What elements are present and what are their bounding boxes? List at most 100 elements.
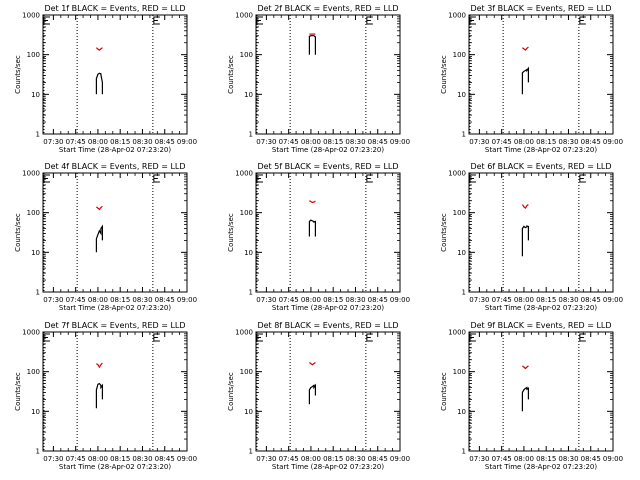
y-axis-label: Counts/sec [227, 213, 235, 252]
x-axis-label: Start Time (28-Apr-02 07:23:20) [485, 146, 597, 154]
x-tick-label: 08:00 [301, 296, 321, 304]
y-tick-label: 1 [249, 131, 253, 139]
y-tick-label: 10 [31, 91, 40, 99]
chart-panel-8: Det 8f BLACK = Events, RED = LLD 1 10 100 10… [227, 321, 410, 471]
chart-title: Det 9f BLACK = Events, RED = LLD [470, 321, 611, 330]
x-tick-label: 08:15 [110, 455, 130, 463]
plot-frame [42, 331, 188, 452]
y-tick-label: 1000 [235, 12, 253, 20]
y-tick-label: 1 [249, 289, 253, 297]
series-events-line [95, 382, 104, 409]
y-tick-label: 1 [36, 131, 40, 139]
x-tick-label: 07:45 [279, 138, 299, 146]
x-tick-label: 08:30 [345, 138, 365, 146]
chart-panel-9: Det 9f BLACK = Events, RED = LLD 1 10 100 10… [440, 321, 623, 471]
x-tick-label: 07:45 [66, 455, 86, 463]
chart-title: Det 3f BLACK = Events, RED = LLD [470, 4, 611, 13]
x-tick-label: 08:45 [368, 296, 388, 304]
x-tick-label: 08:30 [345, 296, 365, 304]
interval-bracket-marker [43, 174, 50, 183]
y-tick-label: 100 [240, 51, 253, 59]
y-axis-label: Counts/sec [14, 55, 22, 94]
x-tick-label: 07:30 [43, 455, 63, 463]
chart-title: Det 1f BLACK = Events, RED = LLD [44, 4, 185, 13]
y-tick-label: 1000 [22, 170, 40, 178]
series-lld-line [522, 46, 529, 51]
y-tick-label: 1000 [448, 12, 466, 20]
interval-bracket-marker [153, 174, 160, 183]
y-axis-label: Counts/sec [440, 55, 448, 94]
chart-title: Det 5f BLACK = Events, RED = LLD [257, 162, 398, 171]
x-tick-label: 08:15 [323, 138, 343, 146]
plot-frame [42, 14, 188, 135]
y-tick-label: 10 [31, 249, 40, 257]
chart-panel-5: Det 5f BLACK = Events, RED = LLD 1 10 100 10… [227, 162, 410, 312]
plot-frame [255, 172, 401, 293]
interval-bracket-marker [579, 16, 586, 25]
series-events-line [95, 72, 104, 95]
x-axis-label: Start Time (28-Apr-02 07:23:20) [485, 304, 597, 312]
x-tick-label: 07:45 [279, 296, 299, 304]
x-tick-label: 09:00 [390, 296, 410, 304]
y-tick-label: 100 [240, 368, 253, 376]
interval-bracket-marker [366, 16, 373, 25]
interval-bracket-marker [366, 174, 373, 183]
y-tick-label: 100 [453, 368, 466, 376]
y-tick-label: 10 [244, 91, 253, 99]
y-tick-label: 10 [457, 408, 466, 416]
series-events-line [308, 35, 316, 55]
x-tick-label: 08:00 [301, 138, 321, 146]
x-tick-label: 08:00 [514, 138, 534, 146]
y-tick-label: 1 [462, 131, 466, 139]
y-tick-label: 1000 [235, 329, 253, 337]
chart-title: Det 2f BLACK = Events, RED = LLD [257, 4, 398, 13]
x-axis-label: Start Time (28-Apr-02 07:23:20) [59, 463, 171, 471]
interval-bracket-marker [43, 16, 50, 25]
y-tick-label: 100 [453, 209, 466, 217]
x-tick-label: 08:15 [323, 455, 343, 463]
plot-frame [468, 331, 614, 452]
interval-bracket-marker [469, 333, 476, 342]
x-tick-label: 09:00 [603, 455, 623, 463]
series-events-line [521, 386, 530, 412]
x-tick-label: 07:30 [43, 296, 63, 304]
y-tick-label: 1000 [235, 170, 253, 178]
x-tick-label: 09:00 [603, 138, 623, 146]
y-tick-label: 10 [31, 408, 40, 416]
x-tick-label: 08:30 [558, 296, 578, 304]
x-tick-label: 07:45 [492, 138, 512, 146]
series-events-line [521, 66, 530, 95]
x-tick-label: 07:30 [469, 138, 489, 146]
y-axis-label: Counts/sec [227, 372, 235, 411]
y-tick-label: 1000 [22, 329, 40, 337]
x-tick-label: 08:00 [88, 138, 108, 146]
x-tick-label: 08:15 [536, 455, 556, 463]
y-axis-label: Counts/sec [227, 55, 235, 94]
y-axis-label: Counts/sec [14, 213, 22, 252]
x-tick-label: 08:45 [581, 296, 601, 304]
x-tick-label: 08:00 [88, 455, 108, 463]
interval-bracket-marker [256, 333, 263, 342]
x-tick-label: 07:30 [256, 455, 276, 463]
x-tick-label: 07:45 [492, 296, 512, 304]
x-tick-label: 07:45 [66, 296, 86, 304]
y-tick-label: 1 [462, 289, 466, 297]
chart-panel-1: Det 1f BLACK = Events, RED = LLD 1 10 100 10… [14, 4, 197, 154]
series-lld-line [95, 47, 103, 51]
x-tick-label: 07:45 [66, 138, 86, 146]
x-tick-label: 08:30 [132, 455, 152, 463]
chart-panel-4: Det 4f BLACK = Events, RED = LLD 1 10 100 10… [14, 162, 197, 312]
y-axis-label: Counts/sec [440, 372, 448, 411]
x-tick-label: 07:30 [256, 138, 276, 146]
series-lld-line [309, 200, 316, 204]
chart-panel-3: Det 3f BLACK = Events, RED = LLD 1 10 100 10… [440, 4, 623, 154]
x-tick-label: 09:00 [177, 138, 197, 146]
y-tick-label: 10 [244, 249, 253, 257]
x-axis-label: Start Time (28-Apr-02 07:23:20) [59, 146, 171, 154]
x-tick-label: 08:00 [514, 296, 534, 304]
series-lld-line [96, 205, 103, 211]
chart-title: Det 7f BLACK = Events, RED = LLD [44, 321, 185, 330]
interval-bracket-marker [256, 174, 263, 183]
x-tick-label: 08:30 [345, 455, 365, 463]
chart-title: Det 4f BLACK = Events, RED = LLD [44, 162, 185, 171]
